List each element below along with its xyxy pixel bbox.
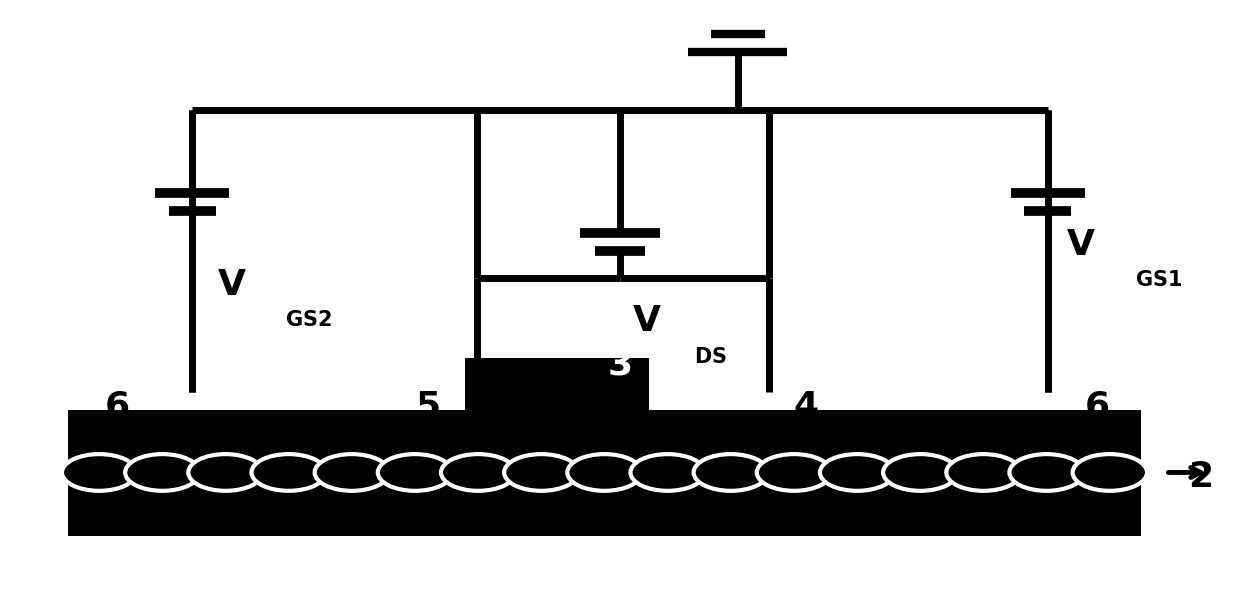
Circle shape: [756, 454, 831, 491]
Text: 3: 3: [608, 347, 632, 381]
Circle shape: [946, 454, 1021, 491]
Circle shape: [820, 454, 894, 491]
Text: $\mathbf{DS}$: $\mathbf{DS}$: [694, 347, 727, 367]
Circle shape: [252, 454, 326, 491]
Text: $\mathbf{GS1}$: $\mathbf{GS1}$: [1135, 271, 1182, 290]
Circle shape: [441, 454, 516, 491]
Text: $\mathbf{GS2}$: $\mathbf{GS2}$: [285, 310, 332, 330]
Text: 5: 5: [415, 390, 440, 424]
Text: 6: 6: [105, 390, 130, 424]
Circle shape: [315, 454, 389, 491]
Text: 4: 4: [794, 390, 818, 424]
Text: 1: 1: [601, 537, 626, 571]
Circle shape: [567, 454, 642, 491]
Circle shape: [62, 454, 136, 491]
Circle shape: [1009, 454, 1084, 491]
Bar: [465, 358, 649, 428]
Text: $\mathbf{V}$: $\mathbf{V}$: [632, 304, 662, 338]
Text: 6: 6: [1085, 390, 1110, 424]
Text: 2: 2: [1188, 460, 1213, 494]
Circle shape: [1073, 454, 1147, 491]
Circle shape: [188, 454, 263, 491]
Bar: [68, 410, 1141, 536]
Circle shape: [883, 454, 957, 491]
Circle shape: [378, 454, 453, 491]
Circle shape: [630, 454, 704, 491]
Text: $\mathbf{V}$: $\mathbf{V}$: [1066, 228, 1096, 262]
Circle shape: [125, 454, 200, 491]
Circle shape: [505, 454, 579, 491]
Text: $\mathbf{V}$: $\mathbf{V}$: [217, 267, 247, 302]
Circle shape: [693, 454, 768, 491]
